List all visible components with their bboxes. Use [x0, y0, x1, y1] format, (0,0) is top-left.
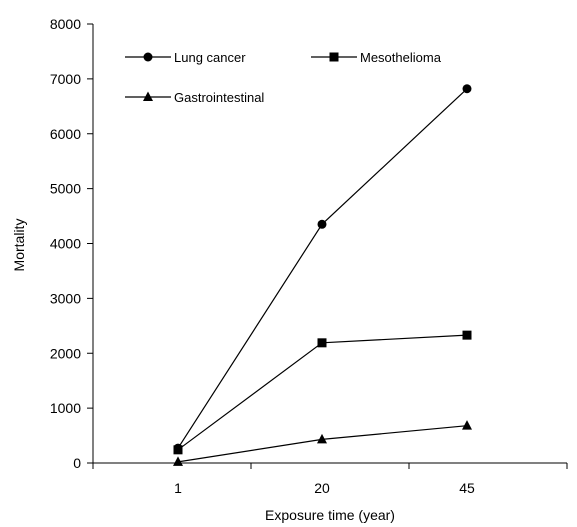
series-mesothelioma: [173, 330, 472, 455]
data-point-triangle: [462, 420, 472, 430]
y-axis-title: Mortality: [11, 219, 27, 272]
x-ticks: 1 20 45: [92, 463, 568, 496]
data-point-square: [173, 445, 183, 455]
legend-label: Lung cancer: [174, 50, 246, 65]
series-line: [177, 88, 468, 449]
legend: Lung cancer Mesothelioma Gastrointestinal: [125, 50, 442, 105]
y-tick-label: 2000: [50, 345, 81, 361]
series-line: [177, 334, 468, 451]
data-point-square: [462, 330, 472, 340]
data-point-square: [329, 52, 339, 62]
axes: [92, 24, 567, 464]
y-tick-label: 3000: [50, 290, 81, 306]
y-tick-label: 8000: [50, 16, 81, 32]
y-tick-label: 7000: [50, 71, 81, 87]
data-point-square: [317, 338, 327, 348]
y-ticks: 0 1000 2000 3000 4000 5000 6000 7000 8000: [50, 16, 93, 471]
y-tick-label: 5000: [50, 181, 81, 197]
data-point-circle: [462, 84, 472, 94]
legend-item: Gastrointestinal: [125, 90, 264, 105]
data-point-triangle: [173, 456, 183, 466]
x-tick-label: 1: [174, 480, 182, 496]
legend-label: Mesothelioma: [360, 50, 442, 65]
y-tick-label: 1000: [50, 400, 81, 416]
series-lung-cancer: [173, 84, 472, 453]
y-tick-label: 6000: [50, 126, 81, 142]
data-point-triangle: [143, 91, 153, 101]
y-tick-label: 4000: [50, 236, 81, 252]
legend-label: Gastrointestinal: [174, 90, 264, 105]
x-tick-label: 20: [314, 480, 330, 496]
x-tick-label: 45: [459, 480, 475, 496]
legend-item: Lung cancer: [125, 50, 246, 65]
series-group: [173, 84, 472, 466]
x-axis-title: Exposure time (year): [265, 507, 395, 523]
y-tick-label: 0: [73, 455, 81, 471]
data-point-circle: [317, 219, 327, 229]
data-point-triangle: [317, 433, 327, 444]
series-line: [177, 425, 468, 463]
series-gastrointestinal: [173, 420, 472, 466]
legend-item: Mesothelioma: [311, 50, 442, 65]
data-point-circle: [143, 52, 153, 62]
